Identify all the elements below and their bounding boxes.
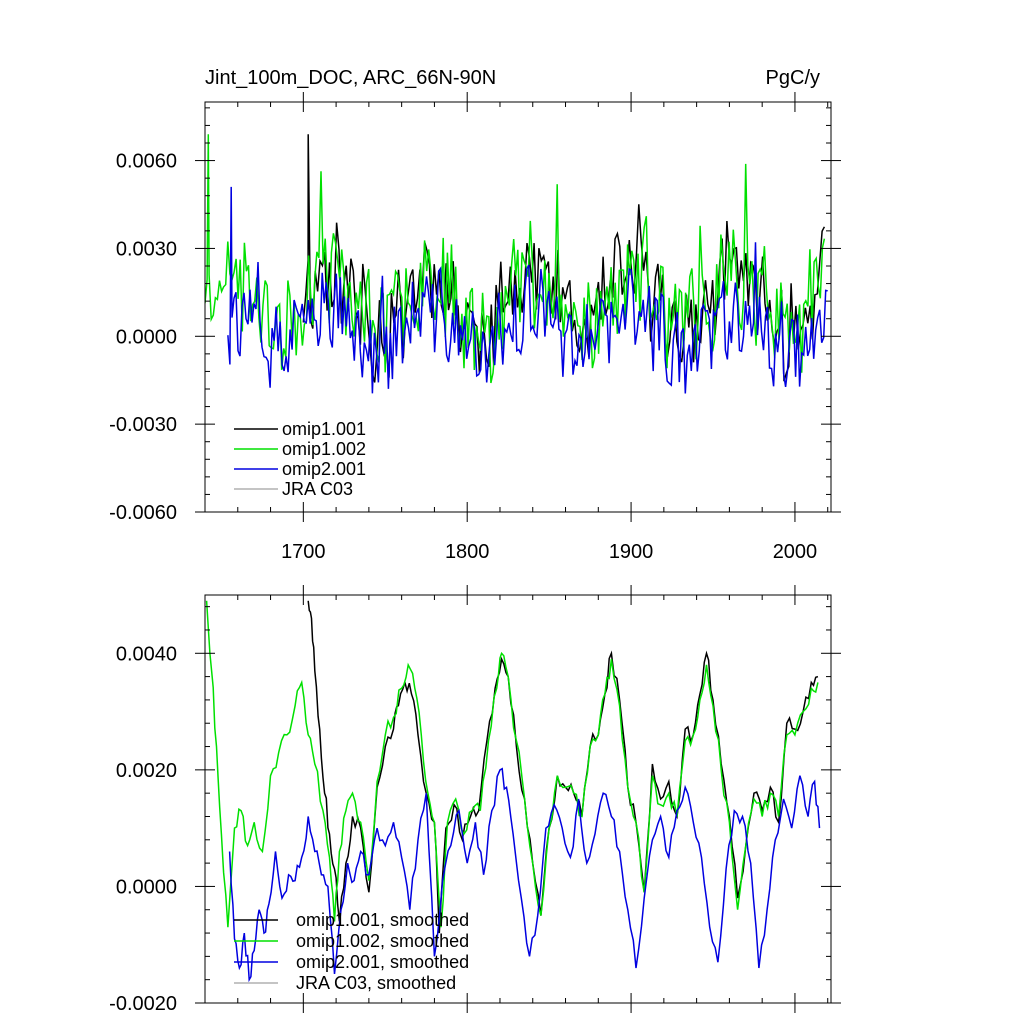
top-panel: Jint_100m_DOC, ARC_66N-90N PgC/y 1700 180… (109, 67, 841, 563)
legend-label: omip1.002 (282, 439, 366, 459)
y-tick-label: 0.0000 (116, 326, 177, 348)
bottom-panel: -0.0020 0.0000 0.0020 0.0040 omip1.001, smo… (109, 585, 841, 1015)
legend-label: JRA C03, smoothed (296, 973, 456, 993)
series-line-2 (227, 186, 828, 394)
y-tick-label: 0.0030 (116, 238, 177, 260)
legend-label: omip1.001 (282, 419, 366, 439)
series-line-1 (205, 134, 826, 384)
units-label: PgC/y (766, 67, 820, 89)
legend-label: omip2.001, smoothed (296, 952, 469, 972)
y-tick-label: 0.0040 (116, 643, 177, 665)
chart-title: Jint_100m_DOC, ARC_66N-90N (205, 67, 496, 89)
bottom-series-group (205, 600, 821, 983)
x-tick-label: 1800 (445, 541, 490, 563)
legend-label: omip1.001, smoothed (296, 910, 469, 930)
legend-label: JRA C03 (282, 479, 353, 499)
series-line-1 (205, 600, 819, 928)
top-axes: 1700 1800 1900 2000 -0.0060 -0.0030 0.0000 0.00… (109, 92, 841, 563)
legend-label: omip2.001 (282, 459, 366, 479)
y-tick-label: 0.0000 (116, 876, 177, 898)
bottom-axes: -0.0020 0.0000 0.0020 0.0040 (109, 585, 841, 1015)
y-tick-label: -0.0060 (109, 502, 177, 524)
series-line-2 (228, 767, 821, 983)
x-tick-label: 1700 (281, 541, 326, 563)
y-tick-label: -0.0020 (109, 993, 177, 1015)
x-tick-label: 1900 (609, 541, 654, 563)
y-tick-label: -0.0030 (109, 414, 177, 436)
plot-frame (204, 101, 832, 513)
plot-frame (204, 594, 832, 1004)
y-tick-label: 0.0020 (116, 760, 177, 782)
top-series-group (205, 134, 828, 394)
y-tick-label: 0.0060 (116, 151, 177, 173)
x-tick-label: 2000 (773, 541, 818, 563)
legend-label: omip1.002, smoothed (296, 931, 469, 951)
